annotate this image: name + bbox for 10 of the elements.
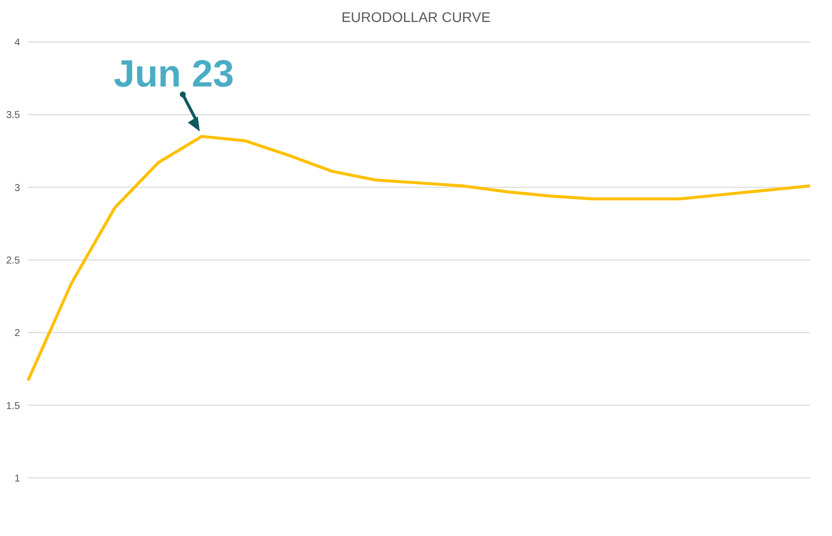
y-tick-label: 2.5 xyxy=(6,255,20,266)
chart-title: EURODOLLAR CURVE xyxy=(340,9,492,25)
y-tick-label: 4 xyxy=(14,38,20,49)
y-tick-label: 3 xyxy=(14,182,20,194)
y-tick-label: 1 xyxy=(14,473,20,484)
y-tick-label: 3.5 xyxy=(6,110,20,122)
annotation: Jun 23 xyxy=(114,53,234,96)
line-series xyxy=(26,134,812,382)
y-tick-label: 1.5 xyxy=(6,400,20,412)
y-tick-label: 2 xyxy=(14,328,20,340)
